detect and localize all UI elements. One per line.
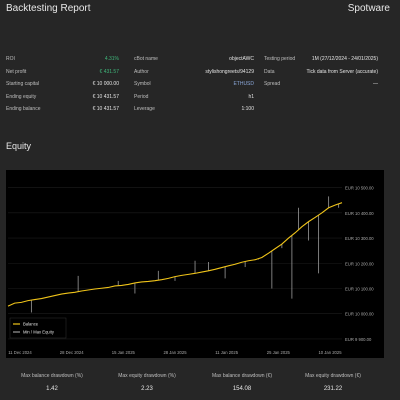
stat-value: — <box>373 81 378 87</box>
stat-author: Author stylishongreets/94129 <box>134 66 254 79</box>
stat-symbol: Symbol ETHUSD <box>134 78 254 91</box>
stat-ending-balance: Ending balance € 10 431.57 <box>6 103 119 116</box>
stat-value: € 431.57 <box>99 68 119 75</box>
y-tick-label: EUR 10 000.00 <box>345 312 374 317</box>
stat-value: stylishongreets/94129 <box>205 68 254 75</box>
x-tick-label: 28 Jan 2025 <box>163 350 187 355</box>
stat-label: Net profit <box>6 68 27 75</box>
y-tick-label: EUR 9 900.00 <box>345 337 372 342</box>
report-header: Backtesting Report Spotware <box>6 3 390 19</box>
metric-label: Max equity drawdown (€) <box>305 373 361 379</box>
stat-label: Ending balance <box>6 106 41 112</box>
x-tick-label: 11 Dec 2024 <box>8 350 32 355</box>
stat-value: € 10 431.57 <box>92 93 119 100</box>
metric-max-balance-dd-eur: Max balance drawdown (€) 154.08 <box>192 373 292 392</box>
equity-chart-svg: EUR 10 500.00 EUR 10 400.00 EUR 10 300.00 E… <box>7 186 374 355</box>
metric-max-balance-dd-pct: Max balance drawdown (%) 1.42 <box>2 373 102 392</box>
stat-leverage: Leverage 1:100 <box>134 103 254 116</box>
stat-testing-period: Testing period 1M (27/12/2024 - 24/01/202… <box>264 53 378 66</box>
x-tick-label: 10 Jan 2025 <box>318 350 342 355</box>
summary-stats: ROI 4.31% Net profit € 431.57 Starting cap… <box>6 53 390 115</box>
legend-label-equity: Min / Max Equity <box>23 330 55 335</box>
stat-label: Spread <box>264 81 281 87</box>
metric-label: Max balance drawdown (€) <box>211 373 273 379</box>
metric-value: 231.22 <box>323 386 343 392</box>
stat-label: Period <box>134 93 149 100</box>
stat-value: 1M (27/12/2024 - 24/01/2025) <box>311 56 378 62</box>
stat-label: Data <box>264 68 275 75</box>
stat-value: 4.31% <box>104 56 119 62</box>
x-tick-label: 28 Dec 2024 <box>60 350 84 355</box>
metric-value: 1.42 <box>46 386 58 392</box>
x-tick-label: 11 Jan 2025 <box>215 350 238 355</box>
stat-value: Tick data from Server (accurate) <box>306 68 378 75</box>
stat-value: objectAWC <box>229 56 254 62</box>
stat-spread: Spread — <box>264 78 378 91</box>
stat-label: Author <box>134 68 149 75</box>
stat-net-profit: Net profit € 431.57 <box>6 66 119 79</box>
stat-label: Starting capital <box>6 81 40 87</box>
y-tick-label: EUR 10 400.00 <box>345 211 374 216</box>
y-tick-label: EUR 10 200.00 <box>345 261 374 266</box>
stat-data: Data Tick data from Server (accurate) <box>264 66 378 79</box>
legend-box <box>9 317 67 339</box>
report-title: Backtesting Report <box>6 3 91 14</box>
metric-value: 154.08 <box>232 386 252 392</box>
stat-label: Testing period <box>264 56 296 62</box>
stat-label: Leverage <box>134 106 155 112</box>
brand-name: Spotware <box>347 3 390 14</box>
metric-max-equity-dd-eur: Max equity drawdown (€) 231.22 <box>283 373 383 392</box>
y-tick-label: EUR 10 500.00 <box>345 186 374 191</box>
legend-label-balance: Balance <box>23 322 39 327</box>
metric-label: Max equity drawdown (%) <box>118 373 176 379</box>
y-tick-label: EUR 10 100.00 <box>345 286 374 291</box>
stat-roi: ROI 4.31% <box>6 53 119 66</box>
stat-starting-capital: Starting capital € 10 000.00 <box>6 78 119 91</box>
equity-section-title: Equity <box>6 141 32 151</box>
stats-col-cbot: cBot name objectAWC Author stylishongreets… <box>134 53 254 116</box>
metric-label: Max balance drawdown (%) <box>21 373 83 379</box>
stat-label: Symbol <box>134 81 151 87</box>
stat-cbot-name: cBot name objectAWC <box>134 53 254 66</box>
x-tick-label: 15 Jan 2025 <box>112 350 136 355</box>
stat-ending-equity: Ending equity € 10 431.57 <box>6 91 119 104</box>
x-tick-label: 25 Jan 2025 <box>267 350 291 355</box>
stat-value: h1 <box>248 93 254 100</box>
stat-value: 1:100 <box>241 106 254 112</box>
drawdown-metrics: Max balance drawdown (%) 1.42 Max equity… <box>0 373 400 397</box>
symbol-link[interactable]: ETHUSD <box>233 81 254 87</box>
stats-col-performance: ROI 4.31% Net profit € 431.57 Starting cap… <box>6 53 119 116</box>
equity-chart[interactable]: EUR 10 500.00 EUR 10 400.00 EUR 10 300.00 E… <box>6 170 384 358</box>
stat-label: ROI <box>6 56 15 62</box>
stat-period: Period h1 <box>134 91 254 104</box>
stat-value: € 10 000.00 <box>92 81 119 87</box>
stat-label: Ending equity <box>6 93 37 100</box>
stats-col-testing: Testing period 1M (27/12/2024 - 24/01/202… <box>264 53 378 91</box>
y-tick-label: EUR 10 300.00 <box>345 236 374 241</box>
metric-value: 2.23 <box>141 386 153 392</box>
stat-value: € 10 431.57 <box>92 106 119 112</box>
stat-label: cBot name <box>134 56 158 62</box>
metric-max-equity-dd-pct: Max equity drawdown (%) 2.23 <box>97 373 197 392</box>
balance-line <box>7 202 343 307</box>
